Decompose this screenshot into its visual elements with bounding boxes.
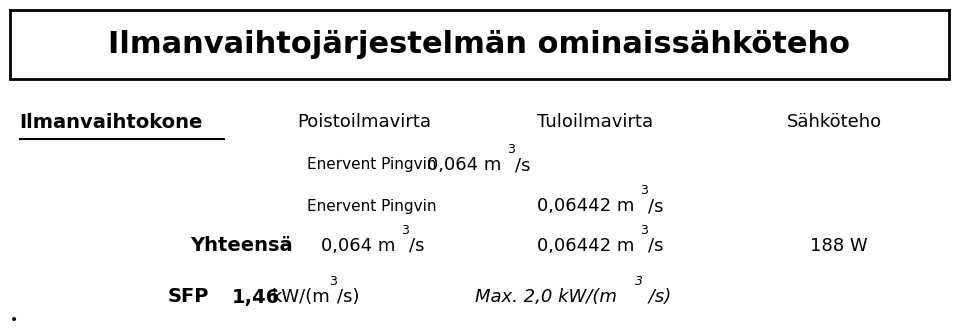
FancyBboxPatch shape: [10, 10, 949, 79]
Text: Enervent Pingvin: Enervent Pingvin: [307, 199, 436, 214]
Text: /s: /s: [648, 237, 664, 255]
Text: /s): /s): [337, 288, 360, 306]
Text: 3: 3: [507, 143, 515, 156]
Text: Ilmanvaihtojärjestelmän ominaissähköteho: Ilmanvaihtojärjestelmän ominaissähköteho: [108, 30, 851, 59]
Text: 3: 3: [641, 184, 648, 197]
Text: •: •: [10, 313, 18, 327]
Text: Yhteensä: Yhteensä: [190, 236, 292, 255]
Text: 0,064 m: 0,064 m: [427, 156, 502, 174]
Text: /s): /s): [643, 288, 671, 306]
Text: 3: 3: [635, 275, 643, 288]
Text: /s: /s: [409, 237, 425, 255]
Text: kW/(m: kW/(m: [271, 288, 330, 306]
Text: SFP: SFP: [168, 287, 209, 307]
Text: 3: 3: [641, 223, 648, 237]
Text: 1,46: 1,46: [232, 287, 280, 307]
Text: Poistoilmavirta: Poistoilmavirta: [297, 113, 432, 131]
Text: Max. 2,0 kW/(m: Max. 2,0 kW/(m: [475, 288, 617, 306]
Text: 0,064 m: 0,064 m: [321, 237, 396, 255]
Text: /s: /s: [648, 197, 664, 215]
Text: 188 W: 188 W: [810, 237, 868, 255]
Text: Enervent Pingvin: Enervent Pingvin: [307, 157, 436, 173]
Text: 0,06442 m: 0,06442 m: [537, 197, 635, 215]
Text: 0,06442 m: 0,06442 m: [537, 237, 635, 255]
Text: /s: /s: [515, 156, 530, 174]
Text: 3: 3: [402, 223, 409, 237]
Text: Sähköteho: Sähköteho: [786, 113, 881, 131]
Text: Tuloilmavirta: Tuloilmavirta: [537, 113, 653, 131]
Text: Ilmanvaihtokone: Ilmanvaihtokone: [19, 113, 202, 132]
Text: 3: 3: [329, 275, 337, 288]
